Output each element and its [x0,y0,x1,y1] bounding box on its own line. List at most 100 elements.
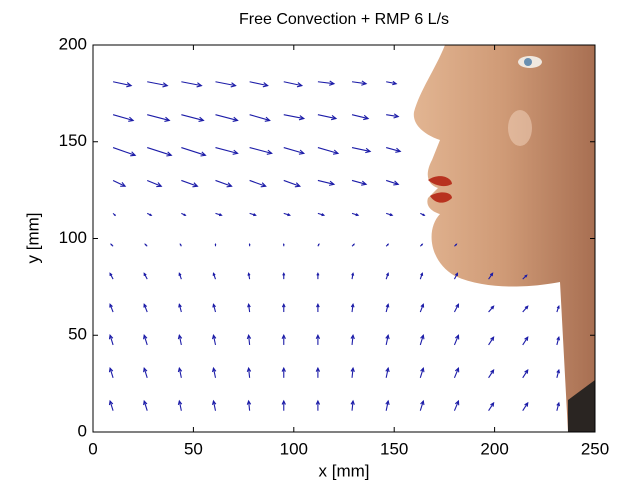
arrow-head [108,399,114,406]
arrow-head [120,181,127,187]
arrow-shaft [453,304,459,313]
arrow [350,399,355,411]
arrow-head [143,399,148,406]
arrow-shaft [283,147,304,154]
arrow-shaft [488,369,495,379]
arrow [419,334,425,346]
arrow-shaft [453,335,459,346]
arrow-head [253,213,257,217]
face-silhouette [413,45,595,432]
arrow [283,212,291,217]
arrow [177,399,183,411]
arrow [385,179,400,186]
arrow-head [128,116,135,122]
arrow-head [489,272,494,277]
arrow-head [355,213,360,217]
arrow [283,179,302,188]
arrow [351,272,355,280]
x-tick-label: 100 [280,439,308,458]
arrow [385,272,390,280]
arrow-head [421,243,424,246]
arrow [317,212,326,217]
arrow [212,272,217,280]
arrow-shaft [212,335,217,346]
arrow [453,334,460,346]
arrow-head [282,272,286,276]
arrow-shaft [147,81,168,87]
arrow [419,303,425,313]
arrow-shaft [181,114,204,121]
arrow-head [351,272,355,276]
arrow-head [454,399,460,406]
arrow [109,272,114,280]
arrow-head [315,399,321,405]
arrow [351,179,368,186]
x-axis-label: x [mm] [319,461,370,480]
arrow [386,113,400,119]
arrow [249,114,271,122]
arrow [488,272,494,280]
arrow-shaft [212,368,217,378]
arrow [350,303,355,313]
arrow [453,366,460,379]
arrow [143,303,148,313]
arrow [317,147,340,155]
arrow [522,369,529,379]
x-tick-label: 50 [184,439,203,458]
arrow [556,401,561,411]
arrow [317,114,338,121]
arrow-head [385,399,390,406]
arrow-head [108,366,114,373]
arrow-shaft [143,335,148,346]
arrow [385,243,390,247]
arrow-head [490,336,495,341]
arrow-shaft [147,179,162,187]
arrow-shaft [248,304,251,313]
arrow-shaft [109,367,114,378]
arrow [215,147,239,155]
arrow-head [296,82,304,88]
arrow [488,305,495,313]
x-tick-label: 250 [581,439,609,458]
arrow-head [385,303,390,308]
arrow-shaft [556,402,560,411]
arrow [177,366,183,378]
arrow [385,366,390,378]
arrow-head [110,243,113,246]
arrow-head [143,303,148,308]
arrow [315,333,321,345]
arrow [112,81,133,88]
arrow [315,399,321,411]
arrow-head [130,151,137,157]
arrow [556,335,561,346]
arrow-head [298,115,306,121]
arrow-head [266,149,273,155]
arrow [247,272,251,280]
arrow-head [211,399,217,406]
arrow [112,179,127,187]
arrow-shaft [212,400,217,411]
arrow-head [262,82,269,88]
arrow-head [420,334,425,340]
arrow-head [298,149,306,155]
arrow [178,272,182,280]
arrow [249,147,273,155]
x-tick-label: 200 [480,439,508,458]
arrow [315,366,321,378]
x-tick-label: 150 [380,439,408,458]
arrow-shaft [178,368,182,378]
arrow-head [330,115,338,121]
arrow [453,399,460,411]
arrow [556,368,561,378]
arrow-head [315,366,321,372]
arrow-shaft [249,114,270,121]
arrow-head [281,399,286,405]
arrow [488,336,495,346]
arrow [282,243,285,247]
arrow-head [454,366,460,373]
arrow-shaft [212,304,217,313]
y-axis-label: y [mm] [23,213,42,264]
arrow-head [395,147,402,153]
arrow-head [211,366,217,373]
arrow-shaft [351,335,354,345]
